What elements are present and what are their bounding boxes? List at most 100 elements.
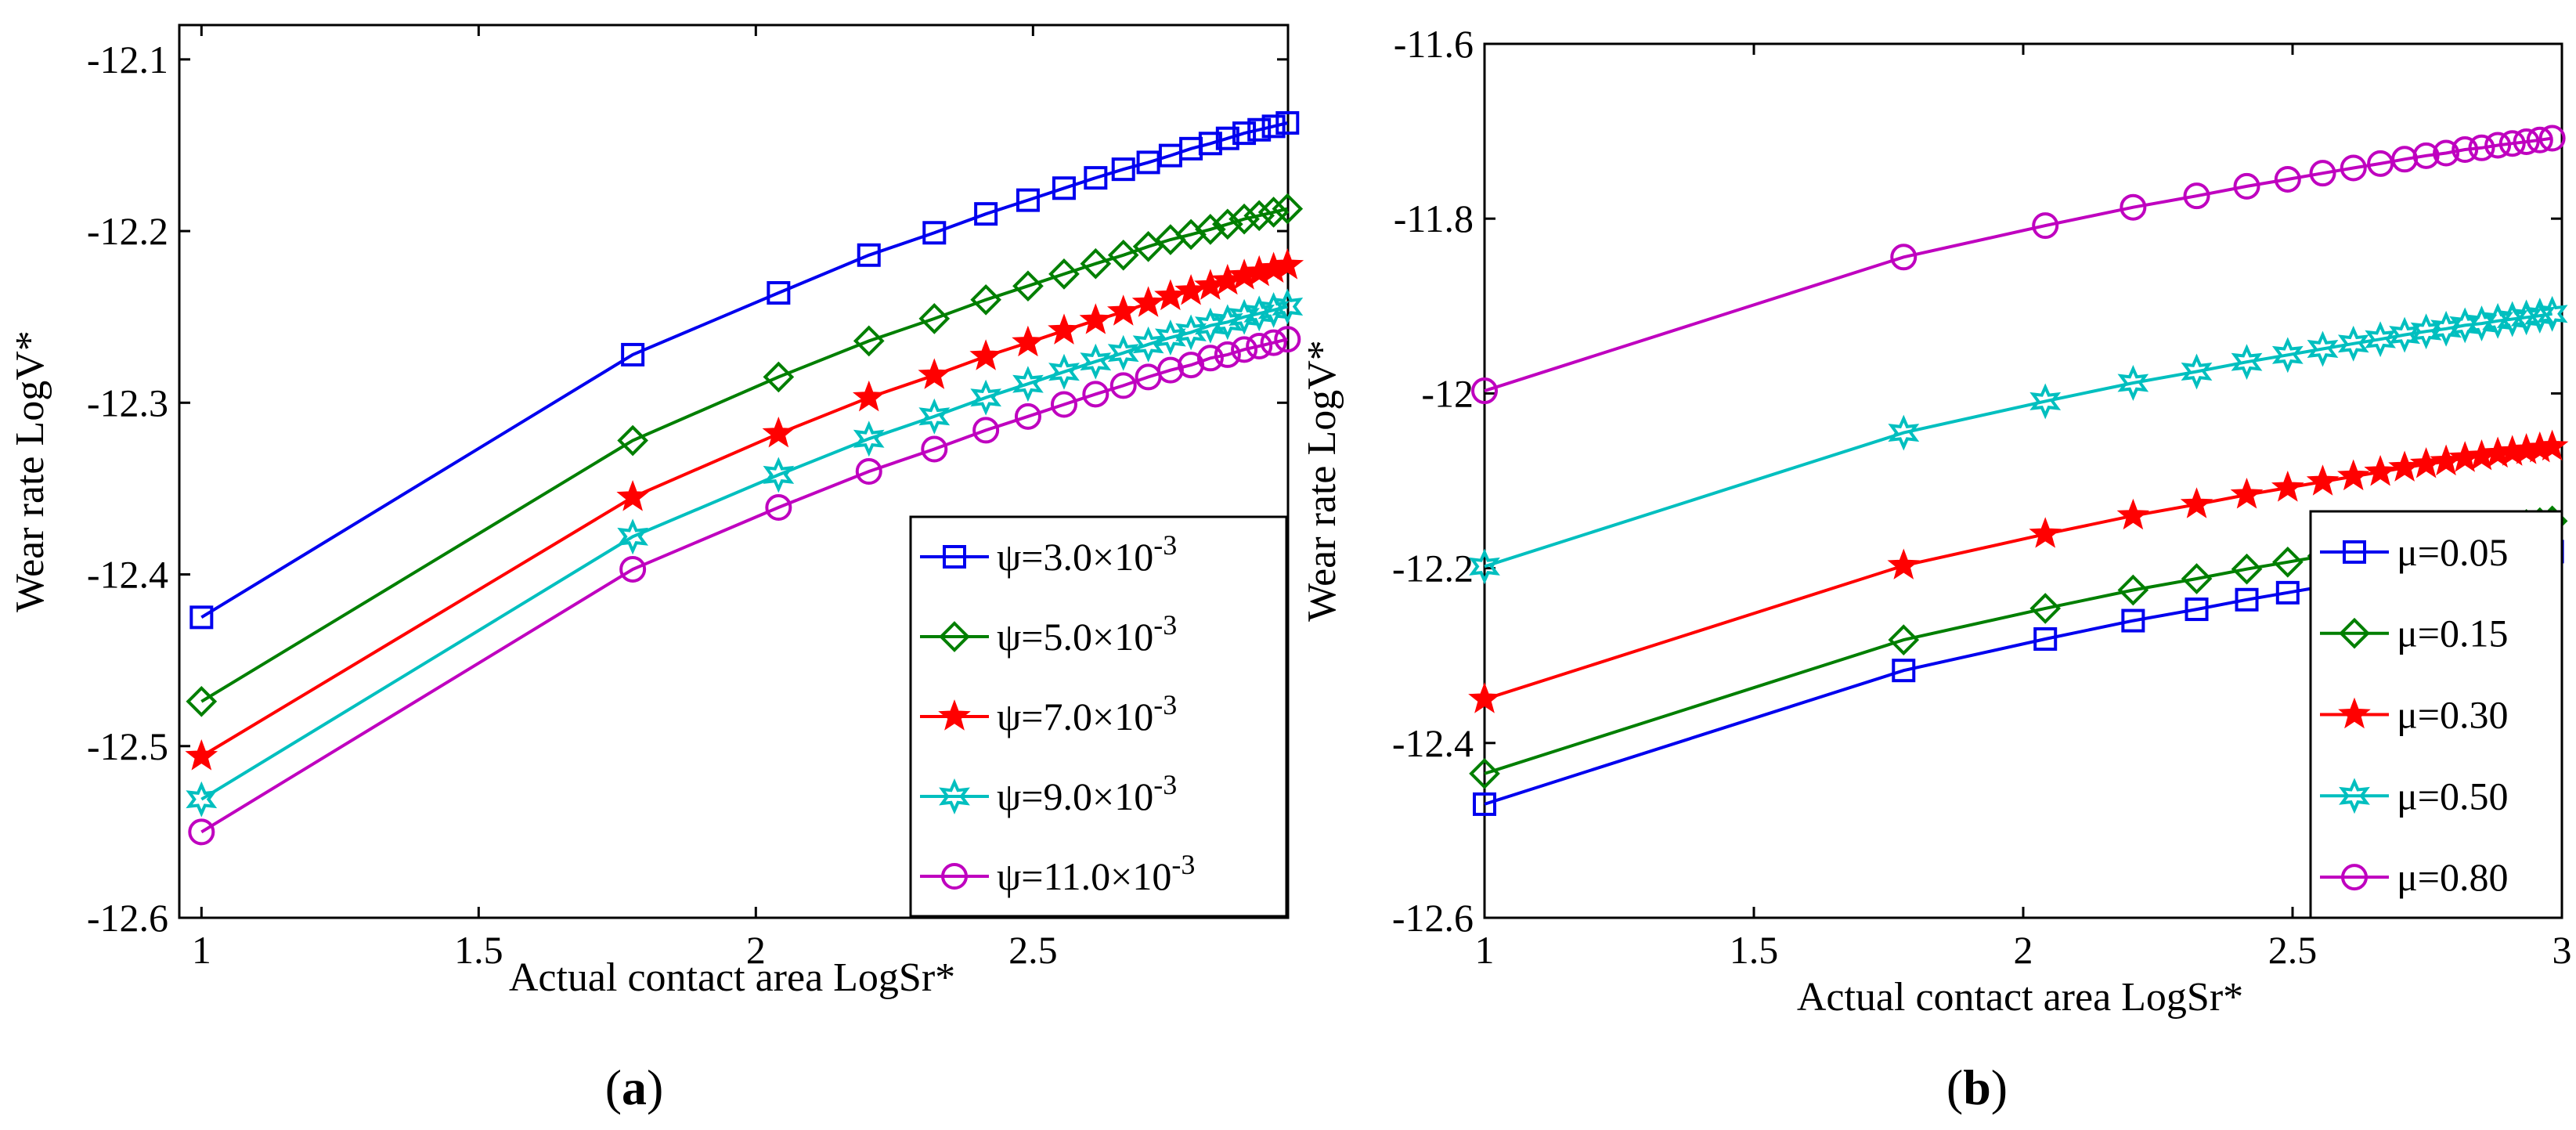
- legend-label-exponent: -3: [1153, 529, 1177, 561]
- data-point: [1211, 208, 1243, 240]
- data-point: [1079, 303, 1113, 334]
- data-point: [2526, 126, 2553, 153]
- data-point: [2340, 154, 2367, 182]
- data-point: [1196, 345, 1224, 372]
- y-tick-label: -12.4: [1392, 721, 1474, 765]
- data-point: [970, 379, 1001, 416]
- data-point: [2433, 139, 2460, 167]
- series-0: [189, 110, 1300, 630]
- panel-label: (b): [1946, 1060, 2008, 1115]
- x-tick-label: 1: [192, 928, 211, 972]
- data-point: [2275, 580, 2300, 605]
- series-line: [200, 121, 1288, 619]
- data-point: [2029, 383, 2062, 420]
- data-point: [1194, 307, 1226, 344]
- x-tick-label: 1.5: [1730, 928, 1779, 972]
- data-point: [1195, 214, 1226, 245]
- data-point: [2271, 546, 2304, 578]
- data-point: [186, 685, 218, 717]
- data-point: [2484, 132, 2512, 159]
- series-3: [1469, 295, 2568, 585]
- chart-panel-b: 1 1.5 2 2.5 3 -12.6 -12.4 -12.2 -12 -11.8 -11.6 Act…: [1300, 22, 2572, 1115]
- data-point: [1215, 126, 1239, 150]
- x-tick-label: 1.5: [454, 928, 503, 972]
- data-point: [853, 325, 885, 357]
- data-point: [2536, 295, 2568, 332]
- data-point: [1014, 403, 1041, 430]
- data-point: [1214, 341, 1241, 368]
- legend-label-exponent: -3: [1171, 849, 1195, 880]
- data-point: [2524, 298, 2556, 334]
- data-point: [2410, 313, 2442, 350]
- data-point: [1109, 372, 1137, 399]
- data-point: [1260, 329, 1287, 356]
- data-point: [2117, 574, 2149, 606]
- y-tick-label: -12.5: [87, 724, 168, 768]
- data-point: [2468, 134, 2495, 161]
- data-point: [2306, 464, 2340, 496]
- y-tick-label: -11.6: [1394, 22, 1474, 66]
- data-point: [1468, 682, 1501, 713]
- data-point: [1016, 188, 1040, 212]
- series-line: [1484, 312, 2553, 569]
- series-line: [200, 305, 1288, 801]
- data-point: [1246, 332, 1273, 359]
- data-point: [2274, 165, 2301, 193]
- data-point: [185, 739, 218, 771]
- data-point: [2337, 325, 2369, 362]
- legend-marker: [938, 699, 971, 731]
- legend-marker: [2343, 540, 2366, 564]
- data-point: [969, 339, 1002, 370]
- series-2: [185, 248, 1304, 771]
- data-point: [1012, 270, 1044, 302]
- data-point: [2180, 487, 2213, 518]
- data-point: [921, 435, 948, 463]
- legend-label: ψ=11.0×10-3: [997, 849, 1195, 898]
- legend-marker: [2339, 778, 2370, 814]
- legend-marker: [2338, 697, 2371, 729]
- legend-label-exponent: -3: [1153, 689, 1177, 720]
- data-point: [621, 342, 645, 366]
- data-point: [922, 221, 947, 245]
- data-point: [2271, 471, 2304, 502]
- legend-marker: [939, 621, 970, 652]
- data-point: [1048, 258, 1080, 290]
- data-point: [2032, 212, 2059, 240]
- data-point: [1198, 132, 1222, 156]
- data-point: [1243, 295, 1275, 332]
- data-point: [1888, 624, 1920, 655]
- data-point: [1084, 166, 1108, 190]
- legend: μ=0.05 μ=0.15 μ=0.30 μ=0.50 μ=0.80: [2309, 510, 2563, 919]
- data-point: [2510, 299, 2542, 336]
- data-point: [2409, 446, 2443, 478]
- data-point: [2364, 454, 2397, 486]
- legend-marker: [2339, 617, 2370, 649]
- legend-label-exponent: -3: [1153, 769, 1177, 800]
- data-point: [1890, 244, 1918, 271]
- data-point: [918, 358, 951, 389]
- x-axis-label: Actual contact area LogSr*: [1797, 975, 2243, 1020]
- data-point: [763, 457, 795, 493]
- data-point: [2185, 597, 2209, 622]
- data-point: [1272, 288, 1304, 325]
- data-point: [918, 303, 951, 334]
- legend-label: ψ=9.0×10-3: [997, 769, 1177, 818]
- y-tick-label: -12.4: [87, 553, 168, 597]
- data-point: [2230, 478, 2264, 509]
- legend-label: μ=0.30: [2397, 693, 2509, 737]
- data-point: [1261, 114, 1286, 139]
- data-point: [2430, 310, 2462, 347]
- legend-label: μ=0.80: [2397, 855, 2509, 899]
- data-point: [2388, 450, 2421, 482]
- legend-marker: [941, 863, 968, 890]
- data-point: [765, 494, 792, 522]
- data-point: [763, 361, 795, 393]
- data-point: [189, 605, 214, 630]
- data-point: [918, 398, 951, 435]
- data-point: [1888, 414, 1920, 451]
- legend-marker: [943, 545, 966, 569]
- data-point: [1080, 343, 1112, 380]
- data-point: [1247, 117, 1272, 142]
- series-line: [1484, 136, 2553, 393]
- data-point: [974, 202, 998, 226]
